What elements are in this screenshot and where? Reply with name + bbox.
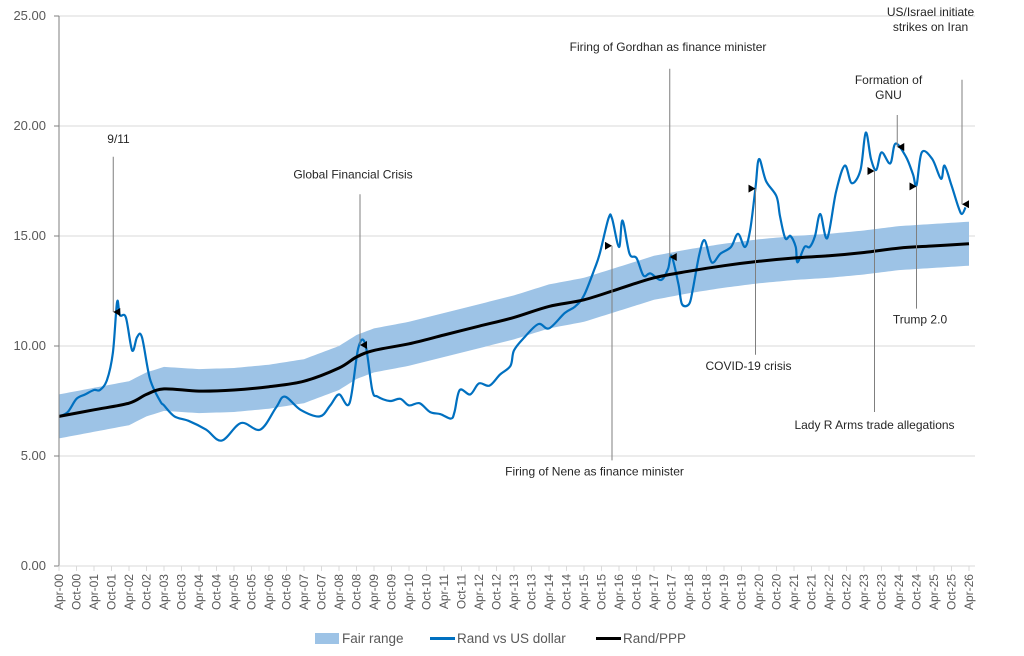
x-tick-label: Apr-16 [612, 574, 626, 610]
x-tick-label: Apr-04 [192, 574, 206, 610]
x-tick-label: Oct-09 [385, 574, 399, 610]
annotation-label: Lady R Arms trade allegations [794, 418, 954, 432]
x-tick-label: Oct-00 [70, 574, 84, 610]
annotation-label: Firing of Gordhan as finance minister [570, 40, 767, 54]
annotation-label: 9/11 [107, 132, 130, 146]
x-tick-label: Apr-11 [437, 574, 451, 609]
ppp-swatch [596, 636, 621, 640]
x-tick-label: Apr-18 [682, 574, 696, 610]
x-tick-label: Oct-19 [735, 574, 749, 610]
x-tick-label: Apr-10 [402, 574, 416, 610]
x-tick-label: Apr-09 [367, 574, 381, 610]
x-tick-label: Oct-16 [630, 574, 644, 610]
x-tick-label: Apr-01 [87, 574, 101, 610]
x-tick-label: Apr-03 [157, 574, 171, 610]
y-tick-label: 0.00 [21, 558, 46, 573]
x-tick-label: Oct-08 [350, 574, 364, 610]
x-tick-label: Oct-23 [875, 574, 889, 610]
x-tick-label: Oct-05 [245, 574, 259, 610]
rand-usd-swatch [430, 636, 455, 640]
annotation-label: Formation of [855, 73, 923, 87]
annotation-label: Trump 2.0 [893, 313, 948, 327]
x-tick-label: Oct-02 [140, 574, 154, 610]
x-tick-label: Apr-25 [927, 574, 941, 610]
x-tick-label: Oct-03 [175, 574, 189, 610]
x-tick-label: Oct-12 [490, 574, 504, 610]
x-tick-label: Apr-12 [472, 574, 486, 610]
x-tick-label: Oct-14 [560, 574, 574, 610]
annotation-label: COVID-19 crisis [705, 359, 791, 373]
y-tick-label: 10.00 [13, 338, 46, 353]
x-tick-label: Apr-05 [227, 574, 241, 610]
y-tick-label: 15.00 [13, 228, 46, 243]
x-tick-label: Apr-17 [647, 574, 661, 610]
x-tick-label: Apr-26 [962, 574, 976, 610]
legend-item-rand-usd: Rand vs US dollar [430, 628, 566, 648]
x-tick-label: Oct-11 [455, 574, 469, 609]
annotation-label: strikes on Iran [893, 20, 968, 34]
x-tick-label: Oct-20 [770, 574, 784, 610]
legend-label: Fair range [342, 630, 404, 646]
x-tick-label: Apr-24 [892, 574, 906, 610]
x-tick-label: Apr-15 [577, 574, 591, 610]
x-tick-label: Apr-14 [542, 574, 556, 610]
y-tick-label: 25.00 [13, 8, 46, 23]
x-tick-label: Oct-22 [840, 574, 854, 610]
x-tick-label: Oct-24 [910, 574, 924, 610]
x-tick-label: Apr-13 [507, 574, 521, 610]
x-tick-label: Oct-10 [420, 574, 434, 610]
x-tick-label: Oct-25 [945, 574, 959, 610]
x-tick-label: Apr-22 [822, 574, 836, 610]
annotation-label: GNU [875, 88, 902, 102]
x-tick-label: Apr-06 [262, 574, 276, 610]
legend-item-fair-range: Fair range [315, 628, 404, 648]
legend-label: Rand vs US dollar [457, 630, 566, 646]
x-tick-label: Apr-20 [752, 574, 766, 610]
x-tick-label: Oct-18 [700, 574, 714, 610]
legend: Fair range Rand vs US dollar Rand/PPP [0, 628, 1024, 648]
legend-label: Rand/PPP [623, 630, 687, 646]
x-tick-label: Oct-15 [595, 574, 609, 610]
y-tick-label: 20.00 [13, 118, 46, 133]
x-tick-label: Oct-13 [525, 574, 539, 610]
x-tick-label: Oct-21 [805, 574, 819, 610]
annotation-label: Global Financial Crisis [293, 167, 412, 181]
x-tick-label: Apr-00 [52, 574, 66, 610]
x-tick-label: Oct-07 [315, 574, 329, 610]
x-tick-label: Oct-01 [105, 574, 119, 610]
x-tick-label: Apr-07 [297, 574, 311, 610]
annotation-label: US/Israel initiate [887, 5, 975, 19]
x-tick-label: Oct-06 [280, 574, 294, 610]
x-tick-label: Apr-23 [857, 574, 871, 610]
fair-range-swatch [315, 632, 339, 644]
rand-ppp-line [58, 242, 970, 418]
x-tick-label: Apr-02 [122, 574, 136, 610]
annotation-label: Firing of Nene as finance minister [505, 464, 684, 478]
rand-usd-line [58, 131, 967, 442]
legend-item-ppp: Rand/PPP [596, 628, 686, 648]
x-tick-label: Apr-21 [787, 574, 801, 610]
x-tick-label: Apr-19 [717, 574, 731, 610]
x-tick-label: Oct-17 [665, 574, 679, 610]
y-tick-label: 5.00 [21, 448, 46, 463]
x-tick-label: Oct-04 [210, 574, 224, 610]
x-tick-label: Apr-08 [332, 574, 346, 610]
